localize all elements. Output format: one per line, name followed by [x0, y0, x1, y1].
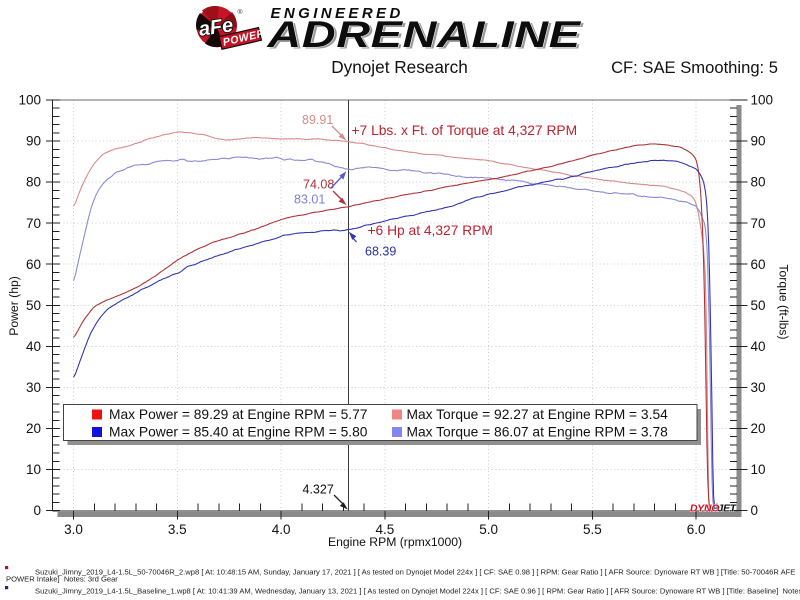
svg-text:Torque (ft-lbs): Torque (ft-lbs): [777, 264, 791, 339]
svg-text:70: 70: [751, 216, 766, 231]
svg-text:ADRENALINE: ADRENALINE: [266, 14, 582, 55]
svg-text:0: 0: [33, 503, 41, 518]
svg-text:100: 100: [18, 93, 41, 108]
svg-text:70: 70: [26, 216, 41, 231]
svg-text:80: 80: [751, 175, 766, 190]
svg-text:74.08: 74.08: [303, 178, 334, 192]
svg-text:+6 Hp at 4,327 RPM: +6 Hp at 4,327 RPM: [368, 223, 493, 238]
svg-text:Suzuki_Jimny_2019_L4-1.5L_Base: Suzuki_Jimny_2019_L4-1.5L_Baseline_1.wp8…: [35, 587, 800, 596]
svg-text:68.39: 68.39: [365, 245, 396, 259]
svg-text:Max Power = 89.29 at Engine RP: Max Power = 89.29 at Engine RPM = 5.77: [109, 407, 367, 422]
svg-text:90: 90: [26, 134, 41, 149]
svg-text:DYNO: DYNO: [690, 504, 719, 515]
svg-text:Engine RPM (rpmx1000): Engine RPM (rpmx1000): [328, 535, 462, 549]
svg-text:Dynojet Research: Dynojet Research: [331, 57, 468, 77]
svg-text:20: 20: [26, 421, 41, 436]
svg-text:Power (hp): Power (hp): [7, 276, 21, 336]
svg-text:80: 80: [26, 175, 41, 190]
svg-text:0: 0: [751, 503, 759, 518]
svg-text:5.5: 5.5: [583, 522, 602, 537]
svg-text:4.0: 4.0: [272, 522, 291, 537]
svg-text:40: 40: [751, 339, 766, 354]
svg-text:100: 100: [751, 93, 774, 108]
svg-text:83.01: 83.01: [294, 193, 325, 207]
svg-text:90: 90: [751, 134, 766, 149]
svg-text:Max Power = 85.40 at Engine RP: Max Power = 85.40 at Engine RPM = 5.80: [109, 425, 368, 440]
svg-text:4.327: 4.327: [303, 483, 334, 497]
svg-text:50: 50: [751, 298, 766, 313]
svg-text:89.91: 89.91: [302, 113, 333, 127]
svg-text:ADRENALINE: ADRENALINE: [269, 15, 585, 56]
svg-text:60: 60: [26, 257, 41, 272]
svg-text:20: 20: [751, 421, 766, 436]
svg-text:3.0: 3.0: [64, 522, 83, 537]
svg-text:10: 10: [26, 462, 41, 477]
svg-text:50: 50: [26, 298, 41, 313]
svg-text:Max Torque = 92.27 at Engine R: Max Torque = 92.27 at Engine RPM = 3.54: [407, 407, 669, 422]
svg-text:ENGINEERED: ENGINEERED: [271, 5, 404, 22]
svg-text:Suzuki_Jimny_2019_L4-1.5L_50-7: Suzuki_Jimny_2019_L4-1.5L_50-70046R_2.wp…: [35, 568, 795, 577]
svg-text:POWER Intake] Notes: 3rd Gear: POWER Intake] Notes: 3rd Gear: [6, 575, 118, 584]
svg-text:30: 30: [26, 380, 41, 395]
svg-text:+7 Lbs. x Ft. of Torque at 4,3: +7 Lbs. x Ft. of Torque at 4,327 RPM: [352, 123, 578, 138]
svg-text:JET: JET: [718, 504, 738, 515]
svg-text:5.0: 5.0: [479, 522, 498, 537]
svg-text:30: 30: [751, 380, 766, 395]
svg-text:3.5: 3.5: [168, 522, 187, 537]
svg-text:®: ®: [238, 8, 243, 16]
svg-text:60: 60: [751, 257, 766, 272]
svg-text:Max Torque = 86.07 at Engine R: Max Torque = 86.07 at Engine RPM = 3.78: [407, 425, 669, 440]
svg-text:CF: SAE Smoothing: 5: CF: SAE Smoothing: 5: [611, 58, 778, 77]
svg-text:6.0: 6.0: [687, 522, 706, 537]
svg-text:40: 40: [26, 339, 41, 354]
svg-text:4.5: 4.5: [376, 522, 395, 537]
svg-text:10: 10: [751, 462, 766, 477]
